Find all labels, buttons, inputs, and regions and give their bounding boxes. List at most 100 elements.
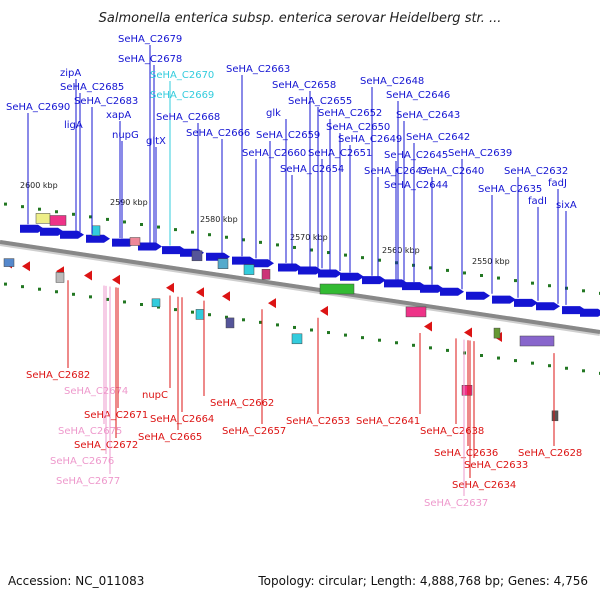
- tick-mark: [514, 359, 517, 363]
- forward-gene-label: SeHA_C2649: [338, 134, 402, 145]
- gene-feature-box: [91, 225, 101, 237]
- scale-label: 2580 kbp: [200, 215, 238, 224]
- tick-mark: [208, 313, 211, 317]
- tick-mark: [548, 284, 551, 288]
- tick-mark: [276, 243, 279, 247]
- tick-mark: [4, 202, 7, 206]
- tick-mark: [480, 354, 483, 357]
- forward-gene-label: nupG: [112, 130, 139, 141]
- reverse-gene-arrow: [112, 274, 120, 285]
- tick-mark: [344, 253, 347, 257]
- tick-mark: [225, 315, 228, 319]
- reverse-gene-arrow: [320, 305, 328, 316]
- forward-gene-label: SeHA_C2643: [396, 110, 460, 121]
- reverse-gene-label: SeHA_C2653: [286, 416, 350, 427]
- tick-mark: [531, 281, 534, 285]
- tick-mark: [565, 366, 568, 370]
- tick-mark: [344, 333, 347, 337]
- forward-gene-label: sixA: [556, 200, 577, 211]
- forward-gene-label: SeHA_C2679: [118, 34, 182, 45]
- forward-gene-label: SeHA_C2651: [308, 148, 372, 159]
- tick-mark: [259, 320, 262, 324]
- tick-mark: [89, 295, 92, 299]
- gene-feature-box: [217, 258, 229, 269]
- gene-feature-box: [261, 269, 271, 280]
- tick-mark: [72, 292, 75, 296]
- forward-gene-label: SeHA_C2666: [186, 128, 250, 139]
- forward-gene-arrow: [60, 230, 84, 239]
- forward-gene-arrow: [536, 302, 560, 311]
- forward-gene-arrow: [278, 263, 302, 272]
- gene-feature-box: [3, 258, 15, 267]
- reverse-gene-label: SeHA_C2628: [518, 448, 582, 459]
- gene-feature-box: [195, 309, 205, 320]
- tick-mark: [361, 336, 364, 340]
- accession-label: Accession: NC_011083: [8, 574, 145, 588]
- tick-mark: [276, 323, 279, 327]
- reverse-gene-label: SeHA_C2676: [50, 456, 114, 467]
- reverse-gene-arrow: [268, 298, 276, 309]
- forward-gene-label: SeHA_C2690: [6, 102, 70, 113]
- gene-feature-box: [35, 213, 51, 224]
- forward-gene-arrow: [492, 295, 516, 304]
- tick-mark: [480, 274, 483, 277]
- tick-mark: [21, 285, 24, 289]
- tick-mark: [140, 303, 143, 306]
- tick-mark: [429, 346, 432, 350]
- tick-mark: [242, 318, 245, 322]
- map-title: Salmonella enterica subsp. enterica sero…: [99, 11, 502, 26]
- forward-gene-label: SeHA_C2645: [384, 150, 448, 161]
- gene-feature-box: [319, 283, 355, 295]
- reverse-gene-arrow: [424, 321, 432, 332]
- tick-mark: [293, 325, 296, 329]
- tick-mark: [514, 279, 517, 283]
- tick-mark: [55, 290, 58, 294]
- forward-gene-arrow: [86, 234, 110, 243]
- tick-mark: [327, 331, 330, 335]
- gene-feature-box: [151, 298, 161, 308]
- forward-gene-label: SeHA_C2659: [256, 130, 320, 141]
- tick-mark: [310, 248, 313, 252]
- tick-mark: [242, 238, 245, 242]
- tick-mark: [191, 230, 194, 234]
- tick-mark: [548, 364, 551, 368]
- forward-gene-arrow: [138, 242, 162, 251]
- reverse-gene-arrow: [166, 282, 174, 293]
- reverse-gene-label: SeHA_C2675: [58, 426, 122, 437]
- tick-mark: [157, 225, 160, 229]
- forward-gene-arrow: [20, 224, 44, 233]
- gene-feature-box: [129, 237, 141, 246]
- forward-gene-label: gltX: [146, 136, 166, 147]
- forward-gene-arrow: [362, 276, 386, 285]
- forward-gene-label: glk: [266, 108, 281, 119]
- forward-gene-arrow: [250, 259, 274, 268]
- forward-gene-arrow: [580, 308, 600, 317]
- tick-mark: [225, 235, 228, 239]
- forward-gene-label: SeHA_C2639: [448, 148, 512, 159]
- tick-mark: [361, 256, 364, 260]
- forward-gene-label: SeHA_C2658: [272, 80, 336, 91]
- tick-mark: [378, 258, 381, 262]
- reverse-gene-arrow: [196, 287, 204, 298]
- forward-gene-arrow: [466, 291, 490, 300]
- tick-mark: [531, 361, 534, 365]
- forward-gene-label: SeHA_C2642: [406, 132, 470, 143]
- forward-gene-label: SeHA_C2648: [360, 76, 424, 87]
- tick-mark: [497, 356, 500, 360]
- tick-mark: [446, 348, 449, 352]
- tick-mark: [174, 308, 177, 312]
- tick-mark: [38, 207, 41, 211]
- reverse-gene-label: SeHA_C2665: [138, 432, 202, 443]
- genome-summary-label: Topology: circular; Length: 4,888,768 bp…: [258, 574, 588, 588]
- tick-mark: [4, 282, 7, 286]
- tick-mark: [123, 300, 126, 304]
- tick-mark: [582, 369, 585, 373]
- forward-gene-arrow: [40, 227, 64, 236]
- forward-gene-label: SeHA_C2660: [242, 148, 306, 159]
- forward-gene-label: zipA: [60, 68, 81, 79]
- forward-gene-arrow: [318, 269, 342, 278]
- tick-mark: [38, 287, 41, 291]
- tick-mark: [191, 310, 194, 314]
- forward-gene-label: SeHA_C2640: [420, 166, 484, 177]
- forward-gene-label: SeHA_C2670: [150, 70, 214, 81]
